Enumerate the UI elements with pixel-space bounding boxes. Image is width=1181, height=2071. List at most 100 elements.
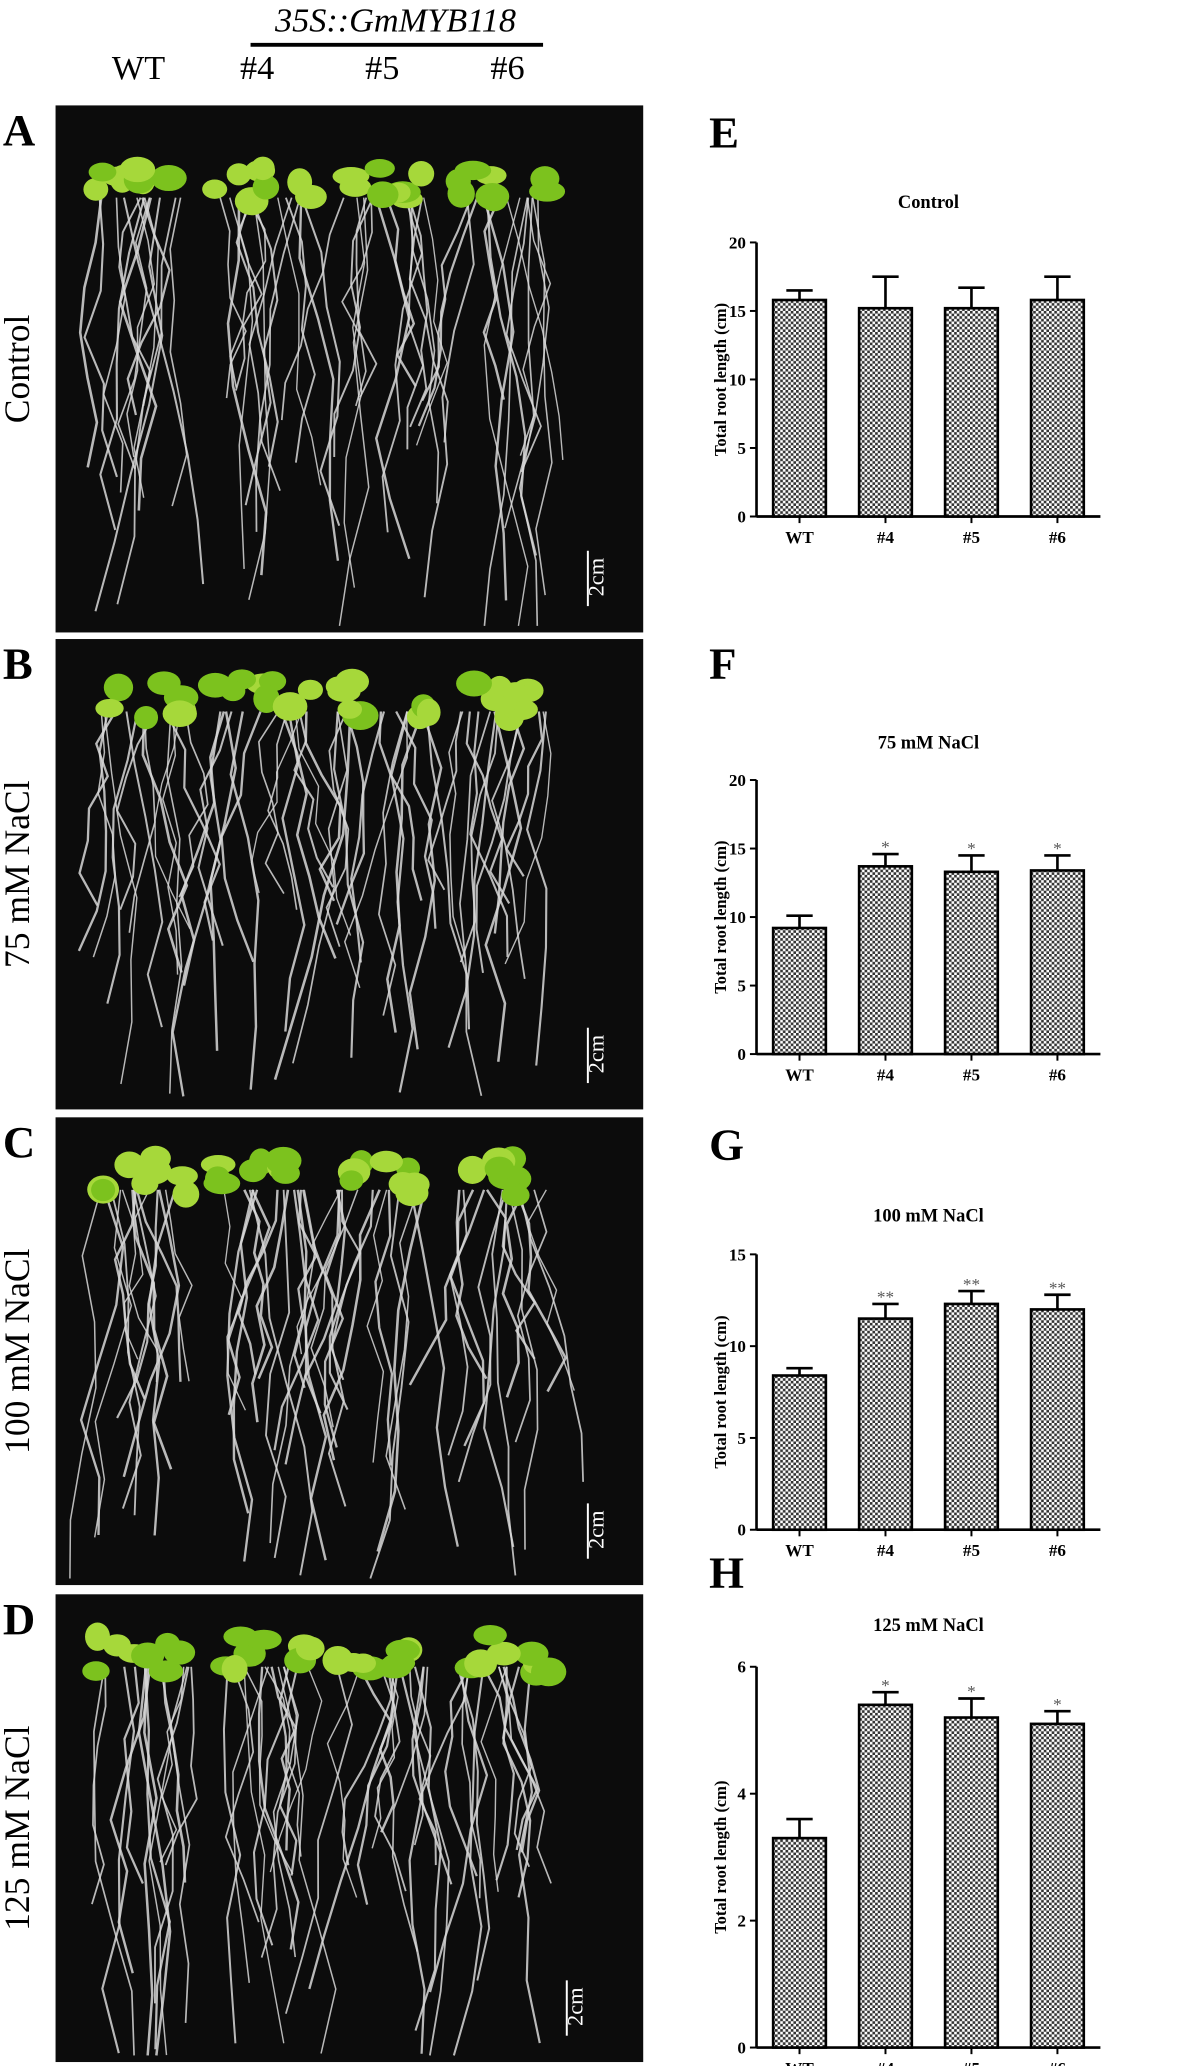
- root: [413, 1666, 442, 2031]
- root: [358, 1666, 395, 1833]
- bar: [857, 1703, 914, 2049]
- root: [457, 1189, 508, 1483]
- root: [398, 1666, 426, 2054]
- root: [125, 711, 164, 1028]
- x-tick-label: #6: [1049, 528, 1067, 547]
- seedlings: [82, 1622, 567, 2056]
- root: [482, 1666, 539, 1851]
- leaf: [172, 1180, 200, 1208]
- root: [154, 711, 191, 929]
- root: [341, 197, 373, 407]
- x-tick-label: #6: [1049, 1065, 1067, 1084]
- root: [264, 1666, 302, 1857]
- root: [273, 1189, 320, 1451]
- root: [270, 1666, 298, 1851]
- root: [106, 711, 139, 1004]
- leaf: [83, 178, 109, 201]
- root: [350, 711, 386, 963]
- y-axis-label: Total root length (cm): [711, 1781, 730, 1934]
- root: [260, 1666, 298, 1958]
- significance-mark: **: [877, 1288, 894, 1307]
- root: [501, 1189, 526, 1398]
- treatment-label: 75 mM NaCl: [0, 780, 37, 968]
- root: [116, 197, 177, 605]
- leaf: [447, 179, 475, 208]
- bar: [943, 1716, 1000, 2049]
- leaf: [119, 156, 156, 183]
- root: [235, 197, 279, 467]
- root: [296, 1189, 342, 1355]
- root: [162, 711, 179, 975]
- root: [378, 711, 408, 1016]
- root: [461, 1666, 482, 1899]
- leaf: [456, 670, 492, 697]
- root: [343, 197, 366, 588]
- root: [224, 1666, 260, 1923]
- root: [117, 197, 151, 470]
- panel-letter: B: [3, 639, 33, 689]
- leaf: [473, 1624, 507, 1646]
- root: [504, 711, 552, 965]
- root: [301, 197, 341, 527]
- bar: [857, 306, 914, 518]
- root: [285, 1666, 353, 2014]
- root: [366, 1189, 388, 1463]
- root: [386, 711, 424, 1033]
- root: [248, 197, 271, 600]
- root: [273, 711, 352, 1081]
- root: [94, 197, 164, 612]
- leaf: [220, 680, 246, 702]
- root: [322, 1189, 381, 1461]
- leaf: [381, 1653, 416, 1674]
- significance-mark: *: [881, 838, 890, 857]
- x-tick-label: #5: [963, 528, 980, 547]
- leaf: [295, 1636, 325, 1661]
- y-tick-label: 6: [737, 1658, 746, 1677]
- root: [284, 197, 316, 463]
- root: [109, 1666, 152, 1974]
- wt-label: WT: [112, 49, 165, 87]
- root: [91, 1666, 107, 1905]
- root: [101, 1666, 136, 2054]
- root: [325, 711, 350, 947]
- x-tick-label: #4: [877, 528, 895, 547]
- root: [514, 1189, 568, 1393]
- root: [232, 1189, 255, 1514]
- x-tick-label: #5: [963, 1541, 980, 1560]
- leaf: [337, 700, 363, 719]
- leaf: [502, 682, 529, 703]
- leaf: [82, 1661, 110, 1681]
- scale-bar-label: 2cm: [584, 1510, 609, 1549]
- root: [229, 711, 260, 1090]
- root: [456, 1666, 491, 1981]
- root: [180, 711, 226, 986]
- photo: [55, 1117, 644, 1586]
- leaf: [369, 1150, 403, 1173]
- significance-mark: **: [963, 1275, 980, 1294]
- root: [143, 1666, 171, 2050]
- root: [102, 197, 127, 493]
- root: [222, 1666, 242, 2044]
- y-tick-label: 5: [737, 1429, 746, 1448]
- chart-letter: G: [709, 1119, 744, 1169]
- leaf: [246, 1629, 282, 1650]
- bar: [1029, 1308, 1086, 1532]
- root: [293, 1189, 318, 1389]
- bar: [1029, 1722, 1086, 2049]
- line-label: #6: [490, 49, 524, 87]
- y-tick-label: 10: [729, 370, 746, 389]
- leaf: [272, 692, 308, 721]
- root: [526, 711, 548, 1066]
- root: [284, 1189, 341, 1465]
- root: [237, 1189, 279, 1375]
- root: [133, 197, 159, 498]
- y-tick-label: 0: [737, 2038, 746, 2057]
- leaf: [529, 181, 566, 202]
- root: [333, 711, 365, 1058]
- root: [408, 711, 443, 1050]
- root: [483, 197, 529, 626]
- leaf: [335, 668, 369, 695]
- x-tick-label: #4: [877, 2059, 895, 2066]
- root: [123, 1666, 144, 1884]
- root: [252, 1666, 299, 1946]
